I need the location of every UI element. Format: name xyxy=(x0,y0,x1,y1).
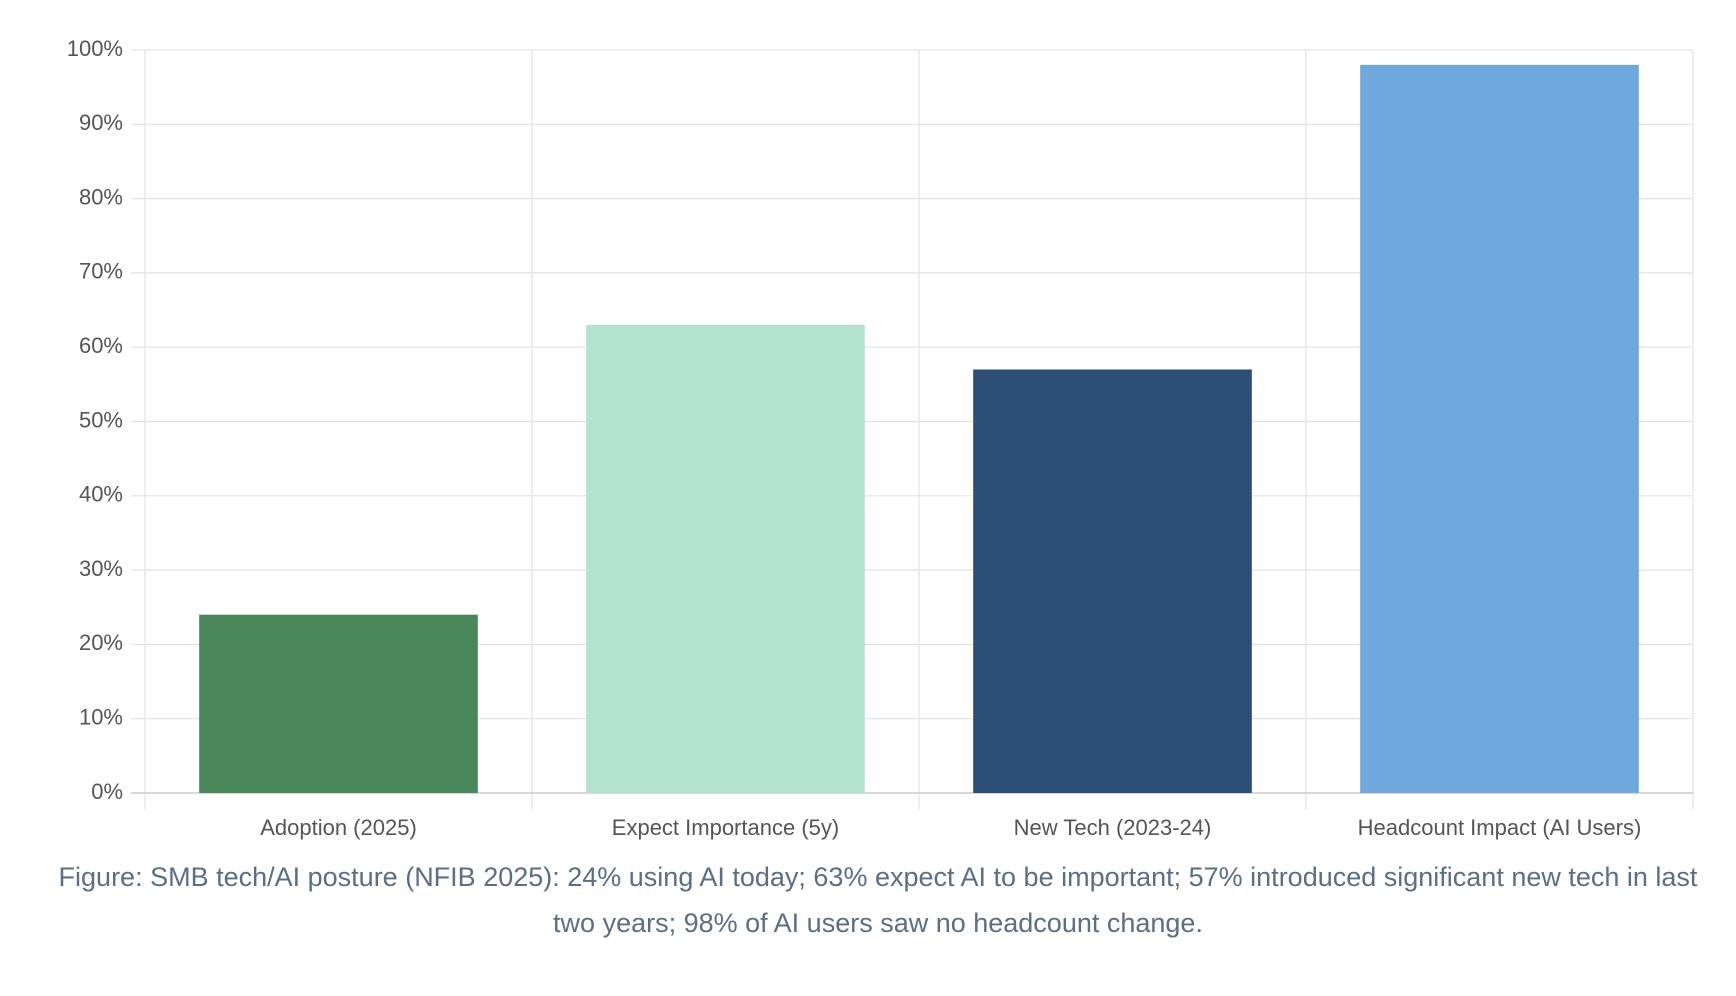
y-tick-label: 100% xyxy=(67,36,123,61)
y-tick-label: 10% xyxy=(79,705,123,730)
y-tick-label: 0% xyxy=(91,779,123,804)
y-tick-label: 40% xyxy=(79,482,123,507)
y-tick-label: 60% xyxy=(79,333,123,358)
caption: Figure: SMB tech/AI posture (NFIB 2025):… xyxy=(58,862,1698,938)
bar xyxy=(199,614,478,793)
bar xyxy=(1360,64,1639,794)
x-tick-label: New Tech (2023-24) xyxy=(1014,815,1212,840)
chart: 0% 10% 20% 30% 40% 50% 60% 70% 80% 90% 100% Adoptio… xyxy=(67,36,1694,840)
y-tick-label: 80% xyxy=(79,184,123,209)
bar xyxy=(586,324,865,793)
x-tick-label: Headcount Impact (AI Users) xyxy=(1358,815,1642,840)
y-tick-label: 70% xyxy=(79,259,123,284)
y-tick-label: 30% xyxy=(79,556,123,581)
x-tick-label: Expect Importance (5y) xyxy=(612,815,839,840)
x-tick-label: Adoption (2025) xyxy=(260,815,417,840)
y-tick-label: 50% xyxy=(79,407,123,432)
y-tick-label: 20% xyxy=(79,630,123,655)
y-tick-label: 90% xyxy=(79,110,123,135)
bar xyxy=(973,369,1252,793)
